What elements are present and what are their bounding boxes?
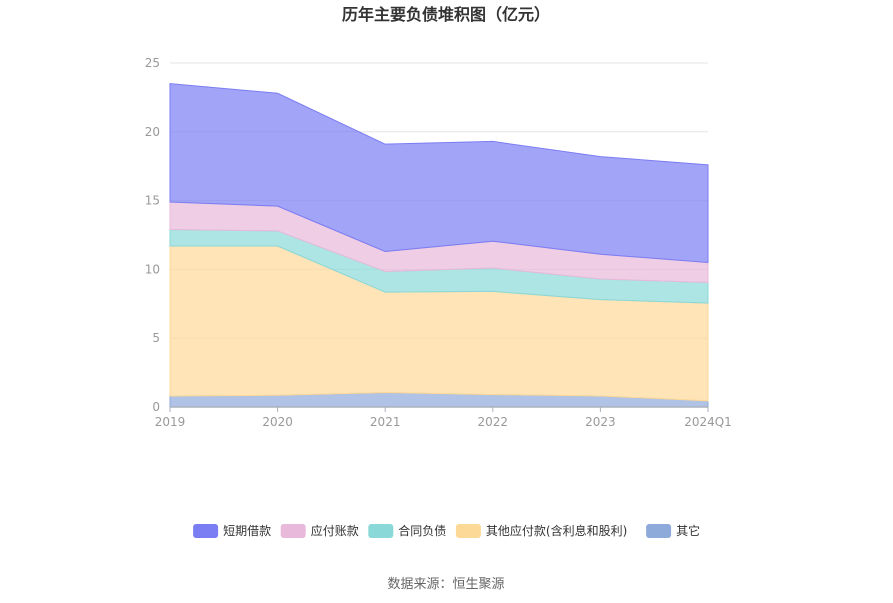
- x-tick-label: 2020: [262, 415, 293, 429]
- legend-label: 合同负债: [398, 523, 446, 538]
- legend-label: 其他应付款(含利息和股利): [486, 523, 627, 538]
- x-axis: 2019 2020 2021 2022 2023 2024Q1: [155, 406, 732, 429]
- data-source: 数据来源：恒生聚源: [387, 577, 504, 592]
- legend-label: 应付账款: [311, 523, 359, 538]
- y-tick-label: 20: [145, 125, 160, 139]
- chart-title: 历年主要负债堆积图（亿元）: [342, 5, 550, 24]
- area-series-4: [169, 83, 709, 264]
- x-tick-label: 2024Q1: [684, 415, 732, 429]
- legend-swatch: [193, 524, 219, 538]
- legend-swatch: [646, 524, 672, 538]
- y-tick-label: 25: [145, 56, 160, 70]
- legend-swatch: [455, 524, 481, 538]
- x-tick-label: 2022: [478, 415, 509, 429]
- y-axis: 0 5 10 15 20 25: [145, 56, 160, 414]
- x-tick-label: 2019: [155, 415, 186, 429]
- y-tick-label: 15: [145, 194, 160, 208]
- legend-swatch: [280, 524, 306, 538]
- legend-label: 短期借款: [223, 524, 271, 538]
- legend-swatch: [368, 524, 394, 538]
- y-tick-label: 0: [152, 400, 160, 414]
- legend: 短期借款 应付账款 合同负债 其他应付款(含利息和股利) 其它: [193, 523, 700, 538]
- legend-label: 其它: [676, 523, 700, 538]
- area-series: [169, 83, 709, 408]
- x-tick-label: 2023: [585, 415, 616, 429]
- y-tick-label: 10: [145, 262, 160, 276]
- y-tick-label: 5: [152, 331, 160, 345]
- x-tick-label: 2021: [370, 415, 401, 429]
